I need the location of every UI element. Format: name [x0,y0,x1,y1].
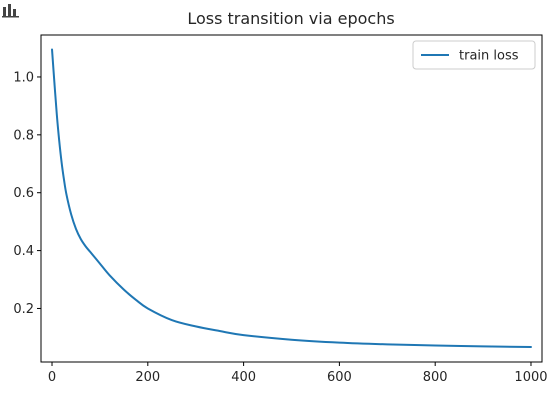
chart-title: Loss transition via epochs [187,9,394,28]
legend-label: train loss [459,49,519,64]
x-tick-label: 200 [135,370,160,385]
y-tick-label: 0.2 [13,302,34,317]
y-tick-label: 0.6 [13,186,34,201]
x-tick-label: 600 [327,370,352,385]
y-tick-label: 1.0 [13,70,34,85]
x-tick-label: 1000 [514,370,547,385]
plot-area: 0 200 400 600 800 1000 0.2 0.4 0.6 0.8 1.0 train lo… [13,34,548,385]
series-line-train-loss [51,48,532,348]
x-tick-label: 400 [231,370,256,385]
y-tick-label: 0.8 [13,128,34,143]
bar-chart-icon[interactable] [2,4,20,18]
plot-frame [40,34,543,363]
legend-box [412,40,536,70]
x-tick-label: 800 [423,370,448,385]
y-tick-label: 0.4 [13,244,34,259]
x-tick-label: 0 [48,370,56,385]
